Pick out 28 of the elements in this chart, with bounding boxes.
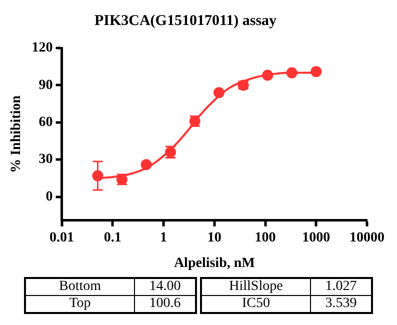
- y-tick-label: 30: [38, 152, 53, 168]
- chart-title: PIK3CA(G151017011) assay: [94, 12, 278, 29]
- x-axis-title: Alpelisib, nM: [174, 256, 255, 272]
- y-tick-label: 90: [38, 78, 53, 93]
- y-tick-label: 60: [38, 115, 53, 130]
- x-tick-label: 10000: [350, 230, 384, 246]
- point: [310, 66, 322, 78]
- text: Top: [25, 296, 134, 313]
- x-tick-label: 0.1: [104, 230, 122, 246]
- text: 14.00: [134, 278, 196, 296]
- x-tick-label: 1000: [302, 230, 330, 246]
- text: 3.539: [310, 296, 372, 313]
- y-tick-label: 0: [46, 189, 53, 204]
- text: IC50: [201, 296, 310, 313]
- text: 1.027: [310, 278, 372, 296]
- point: [213, 87, 224, 98]
- x-tick-label: 10: [207, 230, 222, 246]
- x-tick-label: 0.01: [50, 230, 74, 246]
- text: 100.6: [134, 296, 196, 313]
- point: [262, 70, 274, 81]
- point: [140, 159, 152, 170]
- point: [286, 67, 298, 78]
- x-tick-label: 100: [254, 230, 276, 246]
- y-axis-title: % Inhibition: [9, 95, 24, 173]
- text: Bottom: [25, 278, 134, 296]
- x-tick-label: 1: [160, 230, 168, 246]
- y-tick-label: 120: [32, 40, 53, 56]
- text: HillSlope: [201, 278, 310, 296]
